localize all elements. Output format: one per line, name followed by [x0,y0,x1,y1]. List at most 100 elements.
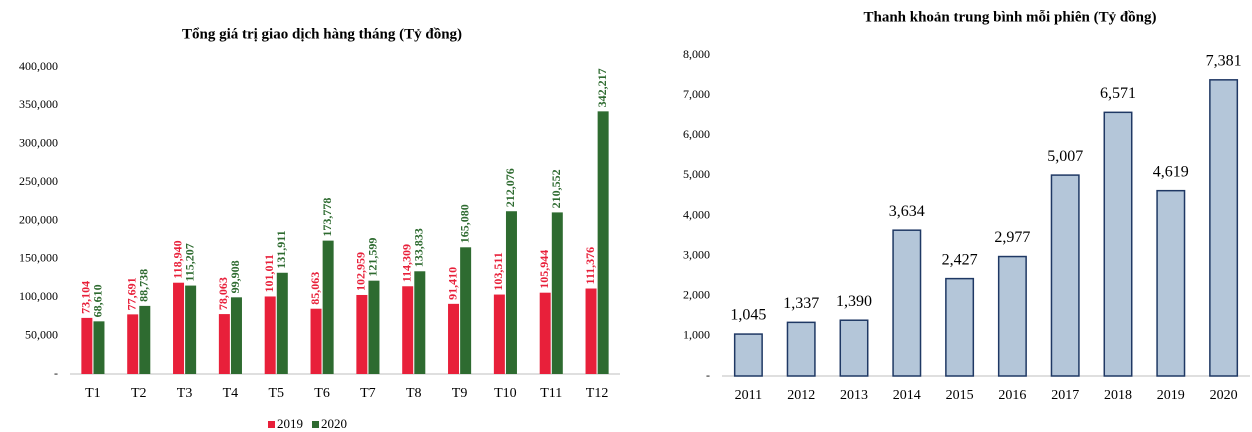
value-label: 7,381 [1206,53,1242,70]
bar [139,305,151,374]
x-tick-label: 2011 [735,388,762,403]
value-label: 1,045 [730,307,766,324]
bar [997,255,1027,377]
value-label: 342,217 [595,68,609,107]
y-tick-label: 3,000 [683,247,710,261]
x-tick-label: 2012 [787,388,815,403]
value-label: 165,080 [457,204,471,243]
bar [185,285,197,374]
chart-title: Thanh khoản trung bình mỗi phiên (Tỷ đồn… [863,9,1156,25]
x-tick-label: T7 [360,386,376,401]
x-tick-label: 2013 [840,388,868,403]
x-tick-label: T11 [540,386,562,401]
value-label: 5,007 [1047,148,1083,165]
x-tick-label: 2016 [998,388,1026,403]
y-tick-label: 350,000 [19,97,58,111]
value-label: 212,076 [503,168,517,207]
bar [81,317,93,374]
value-label: 105,944 [537,250,551,289]
x-tick-label: T6 [314,386,330,401]
x-tick-label: 2015 [946,388,974,403]
value-label: 68,610 [91,284,105,317]
legend-swatch [268,421,275,428]
bar [402,286,414,374]
bar [585,288,597,374]
value-label: 4,619 [1153,163,1189,180]
bar [218,314,230,374]
bar [264,296,276,374]
y-tick-label: 250,000 [19,174,58,188]
x-tick-label: T5 [268,386,284,401]
value-label: 88,738 [137,269,151,302]
y-tick-label: 4,000 [683,207,710,221]
bar [276,272,288,374]
bar [448,303,460,374]
bar [493,294,505,374]
value-label: 118,940 [170,240,184,278]
value-label: 91,410 [445,267,459,300]
y-tick-label: 300,000 [19,136,58,150]
x-tick-label: T2 [131,386,147,401]
y-tick-label: 7,000 [683,87,710,101]
x-tick-label: T3 [177,386,193,401]
value-label: 2,977 [994,229,1030,246]
value-label: 99,908 [228,260,242,293]
value-label: 173,778 [320,198,334,237]
bar [505,211,517,374]
bar [368,280,380,374]
bar [1103,111,1133,377]
x-tick-label: T9 [452,386,468,401]
value-label: 101,011 [262,254,276,292]
x-tick-label: 2020 [1210,388,1238,403]
bar [356,294,368,374]
bar [310,308,322,374]
value-label: 114,309 [399,244,413,282]
value-label: 131,911 [274,230,288,268]
bar [414,271,426,374]
bar [173,282,185,374]
value-label: 111,376 [583,247,597,285]
value-label: 77,691 [124,277,138,310]
x-tick-label: 2018 [1104,388,1132,403]
bar [1156,189,1186,377]
bar [597,111,609,374]
bar [786,321,816,377]
y-tick-label: 1,000 [683,328,710,342]
value-label: 78,063 [216,277,230,310]
value-label: 73,104 [79,281,93,314]
y-tick-label: 150,000 [19,251,58,265]
value-label: 210,552 [549,169,563,208]
bar [460,247,472,374]
y-tick-label: 8,000 [683,47,710,61]
bar [551,212,563,374]
x-tick-label: 2017 [1051,388,1079,403]
value-label: 103,511 [491,252,505,290]
value-label: 115,207 [182,243,196,281]
y-tick-label: - [54,366,58,380]
chart-title: Tổng giá trị giao dịch hàng tháng (Tỷ đồ… [182,26,462,42]
value-label: 121,599 [366,238,380,277]
bar [1050,174,1080,377]
bar [733,333,763,377]
y-tick-label: 400,000 [19,59,58,73]
value-label: 102,959 [354,252,368,291]
y-tick-label: 6,000 [683,127,710,141]
legend-label: 2019 [277,416,303,431]
value-label: 2,427 [942,251,978,268]
x-tick-label: T12 [586,386,609,401]
value-label: 3,634 [889,203,925,220]
bar [945,277,975,377]
x-tick-label: T4 [223,386,239,401]
y-tick-label: 50,000 [25,327,58,341]
y-tick-label: 200,000 [19,212,58,226]
legend-label: 2020 [321,416,347,431]
value-label: 6,571 [1100,85,1136,102]
value-label: 85,063 [308,272,322,305]
y-tick-label: - [706,368,710,382]
y-tick-label: 2,000 [683,288,710,302]
x-tick-label: 2019 [1157,388,1185,403]
bar [230,297,242,374]
x-tick-label: T8 [406,386,422,401]
bar [93,321,105,374]
